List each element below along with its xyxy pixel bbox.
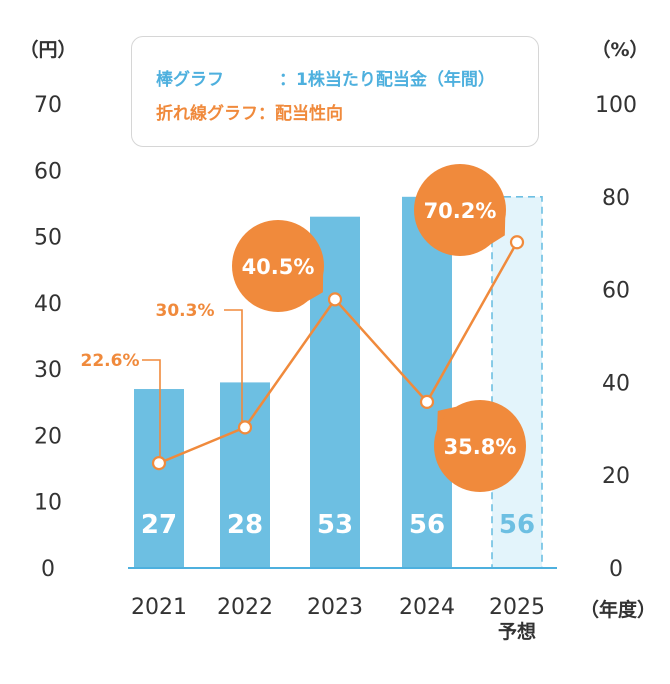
right-tick-label: 0 bbox=[609, 557, 623, 582]
ratio-value-label: 30.3% bbox=[156, 301, 215, 321]
right-axis-unit: （%） bbox=[591, 38, 648, 61]
right-tick-label: 60 bbox=[602, 279, 630, 304]
right-tick-label: 100 bbox=[595, 93, 637, 118]
x-tick-label: 2024 bbox=[399, 595, 455, 620]
x-tick-label: 2022 bbox=[217, 595, 273, 620]
legend-line-name: 折れ線グラフ bbox=[156, 104, 258, 124]
bar bbox=[220, 382, 270, 568]
ratio-value-label: 35.8% bbox=[444, 435, 517, 459]
ratio-bubble bbox=[434, 400, 526, 492]
bar-forecast bbox=[491, 196, 543, 569]
legend-bar-name: 棒グラフ bbox=[156, 70, 224, 90]
left-tick-label: 70 bbox=[34, 93, 62, 118]
ratio-point bbox=[509, 235, 525, 250]
ratio-point bbox=[237, 420, 253, 435]
x-tick-label: 2023 bbox=[307, 595, 363, 620]
legend-bar-entry: 棒グラフ ：1株当たり配当金（年間） bbox=[156, 65, 495, 90]
left-tick-label: 50 bbox=[34, 226, 62, 251]
bar bbox=[134, 389, 184, 568]
x-tick-label: 2025 bbox=[489, 595, 545, 620]
left-tick-label: 30 bbox=[34, 358, 62, 383]
ratio-point bbox=[419, 394, 435, 409]
bar-value-label: 56 bbox=[499, 510, 535, 540]
x-tick-label: 2021 bbox=[131, 595, 187, 620]
right-tick-label: 20 bbox=[602, 464, 630, 489]
x-tick-sublabel: 予想 bbox=[498, 620, 536, 643]
ratio-bubble bbox=[414, 164, 506, 256]
right-tick-label: 40 bbox=[602, 371, 630, 396]
ratio-value-label: 22.6% bbox=[81, 351, 140, 371]
ratio-point bbox=[327, 292, 343, 307]
left-axis-unit: （円） bbox=[19, 38, 76, 61]
legend-bar-desc: ：1株当たり配当金（年間） bbox=[279, 70, 495, 90]
bar-value-label: 53 bbox=[317, 510, 353, 540]
ratio-bubble bbox=[232, 220, 324, 312]
left-tick-label: 20 bbox=[34, 424, 62, 449]
right-tick-label: 80 bbox=[602, 186, 630, 211]
legend-line-entry: 折れ線グラフ：配当性向 bbox=[156, 99, 343, 124]
bar-value-label: 56 bbox=[409, 510, 445, 540]
chart-legend: 棒グラフ ：1株当たり配当金（年間） 折れ線グラフ：配当性向 bbox=[131, 36, 539, 147]
bar-value-label: 28 bbox=[227, 510, 263, 540]
x-axis-unit: （年度） bbox=[580, 598, 656, 621]
left-tick-label: 40 bbox=[34, 292, 62, 317]
left-tick-label: 0 bbox=[41, 557, 55, 582]
ratio-value-label: 40.5% bbox=[242, 255, 315, 279]
legend-line-desc: ：配当性向 bbox=[258, 104, 343, 124]
left-tick-label: 60 bbox=[34, 159, 62, 184]
left-tick-label: 10 bbox=[34, 491, 62, 516]
ratio-point bbox=[151, 456, 167, 471]
bar-value-label: 27 bbox=[141, 510, 177, 540]
ratio-value-label: 70.2% bbox=[424, 199, 497, 223]
